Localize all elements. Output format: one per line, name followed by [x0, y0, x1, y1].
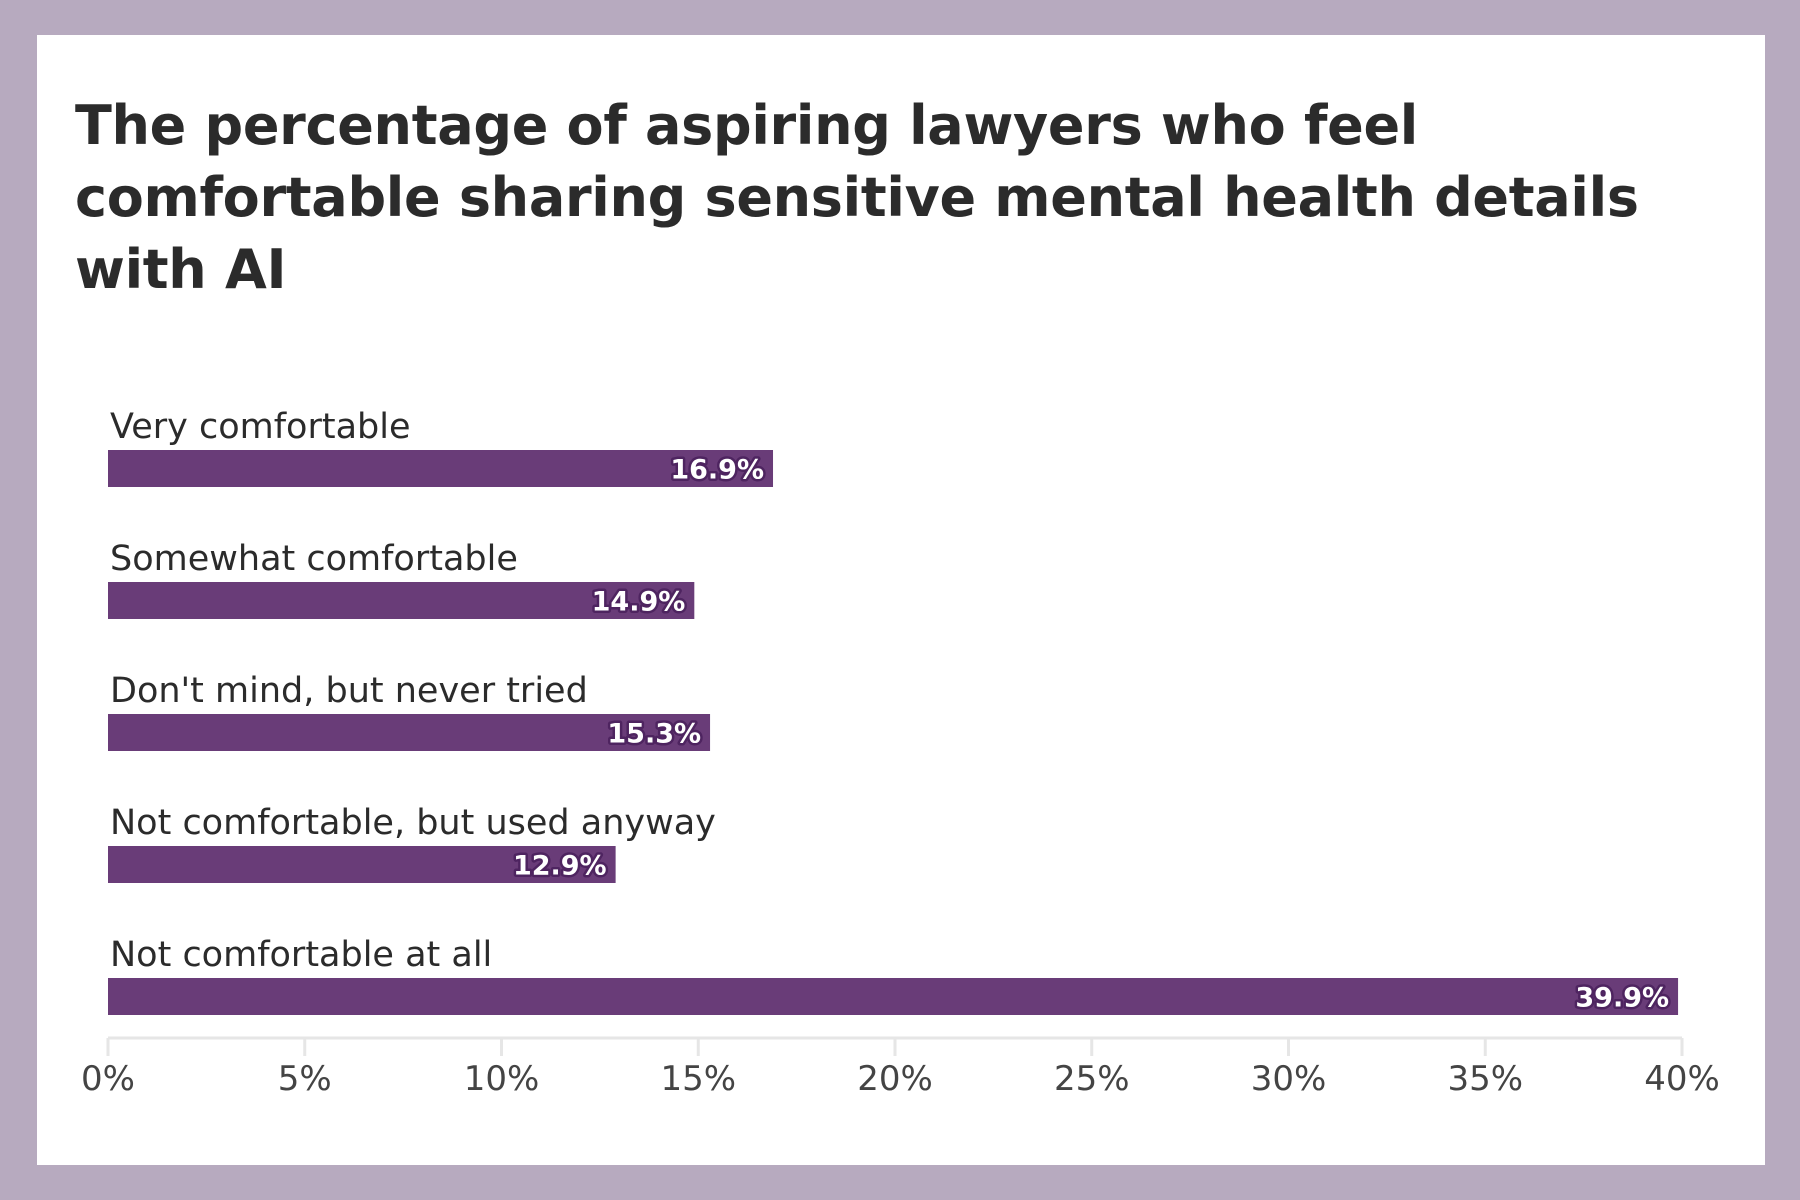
category-label: Very comfortable: [110, 407, 411, 447]
x-tick-label: 5%: [278, 1059, 332, 1099]
category-label: Somewhat comfortable: [110, 539, 518, 579]
bar: [108, 450, 774, 487]
bar-chart: Very comfortable 16.9% Somewhat comfortabl…: [81, 407, 1720, 1099]
category-label: Not comfortable at all: [110, 935, 492, 975]
bar: [108, 714, 711, 751]
bar: [108, 978, 1679, 1015]
chart-title: The percentage of aspiring lawyers who f…: [75, 94, 1639, 301]
x-tick-label: 10%: [464, 1059, 540, 1099]
bar-value-label: 14.9%: [592, 587, 686, 618]
bar-value-label: 12.9%: [513, 851, 607, 882]
bar-value-label: 15.3%: [607, 719, 701, 750]
x-tick-label: 25%: [1054, 1059, 1130, 1099]
x-tick-label: 35%: [1447, 1059, 1523, 1099]
category-label: Don't mind, but never tried: [110, 671, 588, 711]
x-tick-label: 40%: [1644, 1059, 1720, 1099]
x-tick-label: 20%: [857, 1059, 933, 1099]
bar: [108, 582, 695, 619]
bar-value-label: 39.9%: [1575, 983, 1669, 1014]
bar-value-label: 16.9%: [670, 455, 764, 486]
x-tick-label: 30%: [1251, 1059, 1327, 1099]
x-tick-label: 15%: [660, 1059, 736, 1099]
chart-card: The percentage of aspiring lawyers who f…: [37, 35, 1765, 1165]
category-label: Not comfortable, but used anyway: [110, 803, 716, 843]
bar: [108, 846, 616, 883]
x-tick-label: 0%: [81, 1059, 135, 1099]
